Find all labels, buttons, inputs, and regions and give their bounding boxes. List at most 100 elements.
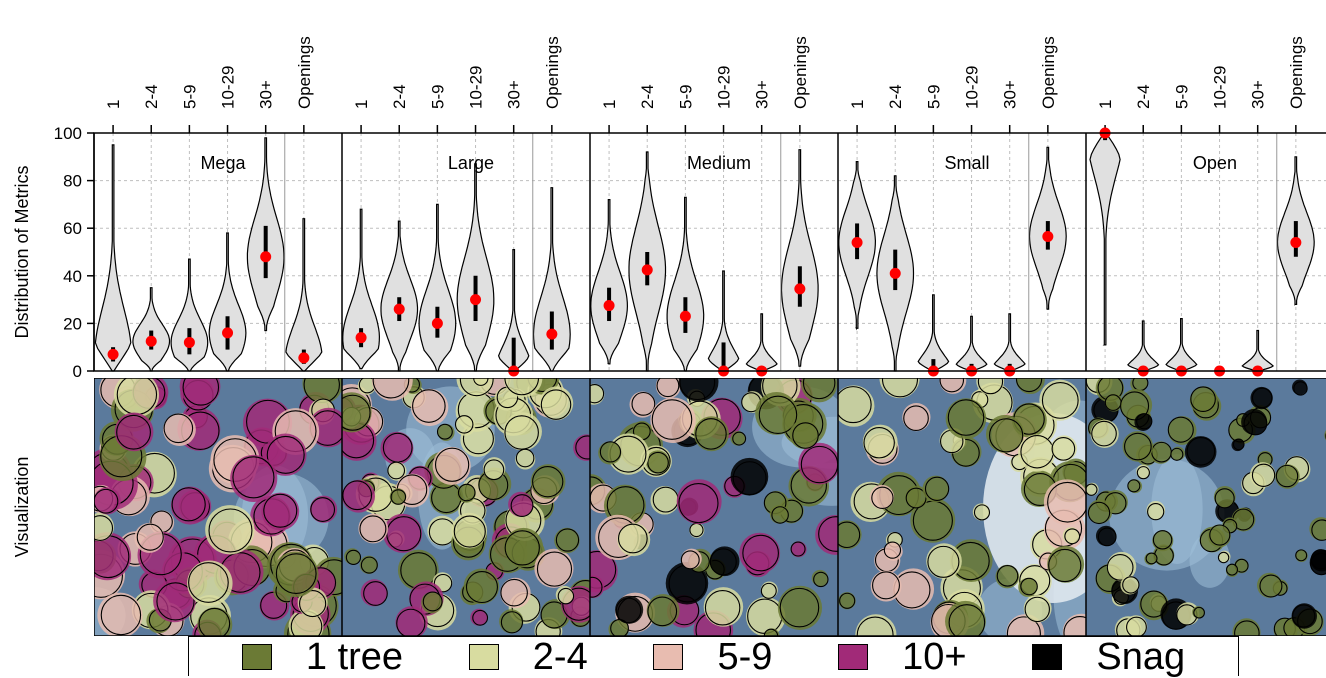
legend-item-10-plus: 10+ [838, 637, 966, 677]
tree-crown [360, 556, 378, 574]
x-tick-label-5-9: 5-9 [428, 84, 447, 109]
visualization-row-label: Visualization [12, 457, 32, 558]
x-tick-label-5-9: 5-9 [676, 84, 695, 109]
y-axis-label: Distribution of Metrics [12, 165, 32, 338]
tree-crown [86, 513, 114, 541]
x-tick-label-1: 1 [848, 100, 867, 109]
map-mega [62, 363, 353, 636]
tree-crown [739, 533, 780, 574]
x-tick-label-openings: Openings [791, 36, 810, 109]
violin-medium-30-plus [746, 314, 777, 371]
y-tick-label: 0 [73, 362, 82, 381]
tree-crown [946, 398, 987, 439]
tree-crown [554, 528, 580, 554]
tree-crown [433, 447, 471, 485]
tree-crown [704, 587, 744, 627]
violin-medium-1 [591, 200, 628, 364]
tree-crown [187, 561, 233, 607]
panel-title-open: Open [1193, 153, 1237, 173]
median-point-mega-openings [298, 352, 309, 363]
tree-crown [615, 596, 643, 624]
x-tick-label-openings: Openings [543, 36, 562, 109]
tree-crown [97, 593, 142, 636]
panel-small: Small [839, 133, 1066, 377]
y-tick-label: 40 [63, 267, 82, 286]
x-tick-label-10-29: 10-29 [963, 66, 982, 109]
median-point-medium-1 [604, 300, 615, 311]
x-tick-label-5-9: 5-9 [180, 84, 199, 109]
tree-crown [380, 432, 413, 465]
violin-open-1 [1090, 133, 1120, 345]
x-tick-label-2-4: 2-4 [886, 84, 905, 109]
tree-crown [646, 450, 670, 474]
tree-crown [1024, 595, 1052, 623]
x-tick-label-1: 1 [104, 100, 123, 109]
tree-crown [838, 592, 855, 609]
tree-crown [650, 398, 695, 443]
legend-label-snag: Snag [1096, 637, 1185, 677]
panel-title-mega: Mega [200, 153, 246, 173]
tree-crown [1250, 387, 1272, 409]
violin-small-30-plus [994, 314, 1025, 371]
tree-crown [926, 543, 962, 579]
x-tick-label-2-4: 2-4 [390, 84, 409, 109]
x-tick-label-2-4: 2-4 [638, 84, 657, 109]
tree-crown [539, 386, 573, 420]
tree-crown [656, 373, 681, 398]
map-large [328, 359, 602, 636]
median-point-small-openings [1042, 231, 1053, 242]
median-point-large-1 [356, 332, 367, 343]
tree-crown [871, 571, 902, 602]
median-point-large-5-9 [432, 318, 443, 329]
violin-large-2-4 [381, 221, 418, 371]
tree-crown [261, 493, 299, 531]
tree-crown [358, 514, 388, 544]
tree-crown [83, 532, 131, 580]
violin-mega-1 [95, 145, 130, 371]
tree-crown [205, 505, 254, 554]
legend-swatch-snag [1032, 644, 1062, 670]
panel-title-medium: Medium [687, 153, 751, 173]
x-tick-label-30-plus: 30+ [505, 80, 524, 109]
violin-open-2-4 [1128, 321, 1159, 371]
x-tick-label-5-9: 5-9 [1172, 84, 1191, 109]
y-tick-label: 100 [54, 124, 82, 143]
tree-crown [1016, 365, 1045, 394]
y-tick-label: 20 [63, 314, 82, 333]
median-point-mega-2-4 [146, 336, 157, 347]
violin-small-10-29 [956, 316, 987, 371]
y-tick-label: 60 [63, 219, 82, 238]
legend-label-5-9: 5-9 [717, 637, 772, 677]
violin-medium-openings [782, 150, 819, 367]
legend-swatch-1-tree [242, 644, 272, 670]
x-tick-label-30-plus: 30+ [1249, 80, 1268, 109]
legend-item-2-4: 2-4 [469, 637, 588, 677]
x-tick-label-10-29: 10-29 [467, 66, 486, 109]
tree-crown [302, 363, 343, 404]
median-point-open-openings [1290, 237, 1301, 248]
x-tick-label-1: 1 [1096, 100, 1115, 109]
x-tick-label-1: 1 [352, 100, 371, 109]
median-point-large-10-29 [470, 294, 481, 305]
legend-item-1-tree: 1 tree [242, 637, 403, 677]
legend-item-snag: Snag [1032, 637, 1185, 677]
tree-crown [230, 455, 277, 502]
median-point-small-2-4 [890, 268, 901, 279]
x-tick-label-openings: Openings [295, 36, 314, 109]
median-point-mega-1 [108, 349, 119, 360]
tree-crown [1250, 462, 1276, 488]
map-small [832, 358, 1125, 636]
tree-crown [531, 464, 566, 499]
median-point-large-2-4 [394, 304, 405, 315]
violin-large-10-29 [457, 164, 494, 371]
median-point-large-openings [546, 329, 557, 340]
tree-crown [902, 403, 930, 431]
tree-crown [1018, 435, 1055, 472]
tree-crown [464, 569, 500, 605]
tree-crown [383, 514, 422, 553]
violin-open-30-plus [1242, 331, 1273, 372]
tree-crown [798, 443, 840, 485]
tree-crown [778, 586, 822, 630]
tree-crown [1047, 546, 1084, 583]
